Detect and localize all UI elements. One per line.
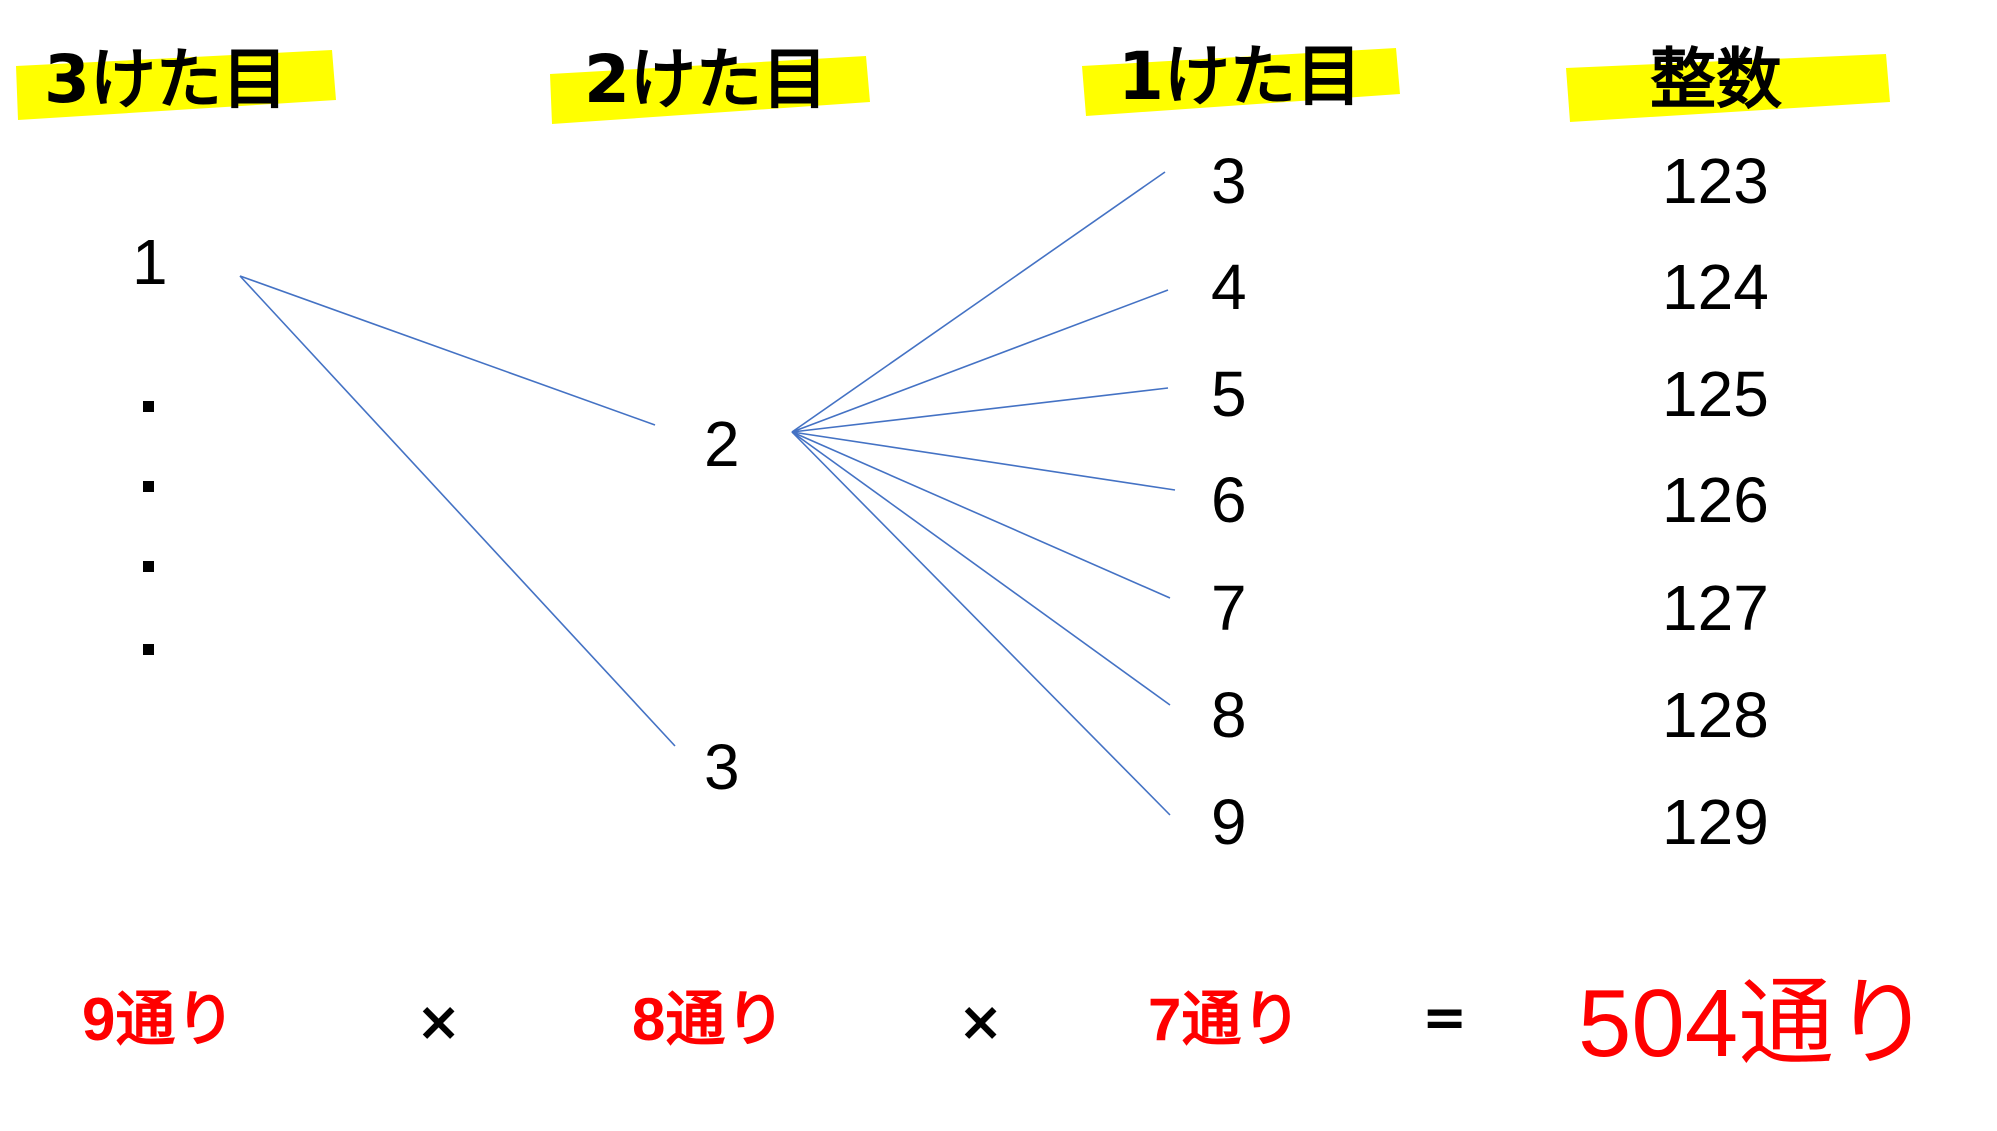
count-hundreds: 9通り xyxy=(82,986,235,1053)
header-digit1: 1けた目 xyxy=(1118,38,1362,115)
branch-2-4 xyxy=(791,289,1169,433)
node-ones-6: 6 xyxy=(1211,464,1247,536)
integer-125: 125 xyxy=(1662,358,1769,430)
node-ones-4: 4 xyxy=(1211,251,1247,323)
ellipsis-dot xyxy=(143,561,154,572)
integer-126: 126 xyxy=(1662,464,1769,536)
integer-123: 123 xyxy=(1662,145,1769,217)
header-digit3: 3けた目 xyxy=(44,41,288,118)
node-hundreds-1: 1 xyxy=(132,226,168,298)
total-count: 504通り xyxy=(1578,970,1930,1077)
integer-129: 129 xyxy=(1662,786,1769,858)
branch-1-3 xyxy=(239,275,676,747)
highlight-digit3 xyxy=(16,50,336,120)
branch-1-2 xyxy=(239,275,656,426)
highlight-digit1 xyxy=(1082,48,1400,116)
node-tens-2: 2 xyxy=(704,408,740,480)
node-ones-7: 7 xyxy=(1211,572,1247,644)
highlight-integer xyxy=(1566,54,1890,122)
branch-2-7 xyxy=(791,431,1171,599)
hundreds-ellipsis xyxy=(143,401,154,655)
integer-124: 124 xyxy=(1662,251,1769,323)
node-ones-5: 5 xyxy=(1211,358,1247,430)
multiply-operator-2: × xyxy=(958,990,1003,1053)
count-ones: 7通り xyxy=(1148,986,1301,1053)
branch-2-3 xyxy=(791,171,1166,433)
branch-2-9 xyxy=(791,431,1171,816)
tree-lines xyxy=(239,171,1176,816)
count-tens: 8通り xyxy=(632,986,785,1053)
node-tens-3: 3 xyxy=(704,731,740,803)
ellipsis-dot xyxy=(143,644,154,655)
integer-127: 127 xyxy=(1662,572,1769,644)
header-digit2: 2けた目 xyxy=(584,41,828,118)
node-ones-8: 8 xyxy=(1211,679,1247,751)
ellipsis-dot xyxy=(143,481,154,492)
integer-128: 128 xyxy=(1662,679,1769,751)
branch-2-5 xyxy=(791,387,1169,433)
equals-operator: = xyxy=(1422,986,1467,1049)
branch-2-6 xyxy=(791,431,1176,491)
node-ones-3: 3 xyxy=(1211,145,1247,217)
node-ones-9: 9 xyxy=(1211,786,1247,858)
branch-2-8 xyxy=(791,431,1171,706)
multiply-operator-1: × xyxy=(416,990,461,1053)
ellipsis-dot xyxy=(143,401,154,412)
header-integer: 整数 xyxy=(1650,41,1782,118)
highlight-digit2 xyxy=(550,56,870,124)
